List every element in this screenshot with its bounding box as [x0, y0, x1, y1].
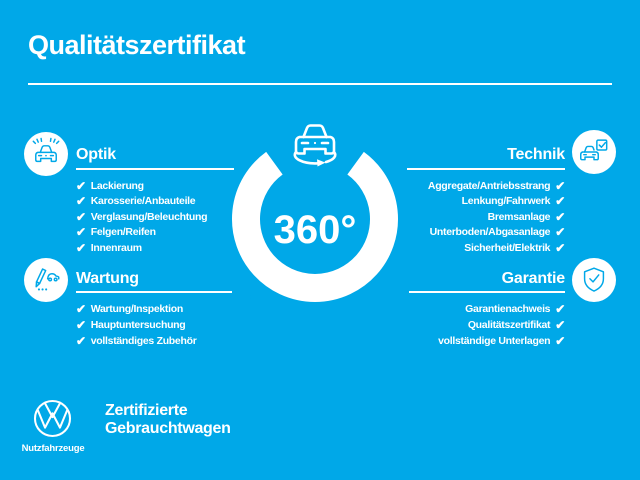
wartung-item-label: Wartung/Inspektion: [90, 303, 184, 315]
list-item: ✔ Lackierung: [76, 178, 207, 194]
list-item: Aggregate/Antriebsstrang ✔: [428, 178, 565, 194]
check-icon: ✔: [555, 194, 565, 209]
service-pen-car-icon: [35, 268, 60, 291]
list-item: ✔ Felgen/Reifen: [76, 225, 207, 241]
check-icon: ✔: [555, 225, 565, 240]
degrees-label: 360°: [273, 208, 357, 252]
technik-section-title: Technik: [507, 146, 565, 163]
check-icon: ✔: [76, 194, 86, 209]
check-icon: ✔: [76, 334, 86, 348]
check-icon: ✔: [76, 209, 86, 224]
tagline-line2: Gebrauchtwagen: [105, 420, 231, 437]
car-checklist-icon: [580, 139, 608, 161]
list-item: ✔ Innenraum: [76, 240, 207, 256]
garantie-item-label: Garantienachweis: [465, 303, 551, 315]
technik-item-label: Aggregate/Antriebsstrang: [427, 179, 551, 192]
list-item: Garantienachweis ✔: [438, 301, 565, 317]
wartung-badge: [24, 258, 68, 302]
wartung-item-label: Hauptuntersuchung: [90, 319, 186, 331]
page-title: Qualitätszertifikat: [28, 30, 246, 60]
optik-item-label: Felgen/Reifen: [90, 226, 156, 239]
vw-logo: [33, 399, 72, 438]
technik-underline: [407, 168, 565, 170]
optik-underline: [76, 168, 234, 170]
optik-list: ✔ Lackierung ✔ Karosserie/Anbauteile ✔ Verg…: [76, 178, 208, 256]
list-item: Lenkung/Fahrwerk ✔: [428, 194, 566, 210]
garantie-list: Garantienachweis ✔ Qualitätszertifikat ✔ v…: [438, 301, 565, 349]
technik-item-label: Bremsanlage: [487, 210, 551, 223]
wartung-item-label: vollständiges Zubehör: [90, 335, 197, 347]
technik-badge: [572, 130, 616, 174]
check-icon: ✔: [76, 302, 86, 316]
garantie-section-title: Garantie: [501, 270, 566, 287]
technik-item-label: Lenkung/Fahrwerk: [461, 195, 551, 208]
optik-section-title: Optik: [76, 146, 116, 163]
check-icon: ✔: [555, 209, 565, 224]
check-icon: ✔: [555, 318, 565, 332]
brand-sub-label: Nutzfahrzeuge: [21, 443, 85, 454]
list-item: ✔ vollständiges Zubehör: [76, 333, 197, 349]
check-icon: ✔: [76, 240, 86, 255]
list-item: Sicherheit/Elektrik ✔: [428, 240, 565, 256]
list-item: Qualitätszertifikat ✔: [438, 317, 565, 333]
car-360-rotation-icon: [293, 124, 337, 167]
check-icon: ✔: [76, 318, 86, 332]
garantie-item-label: Qualitätszertifikat: [467, 319, 551, 331]
list-item: ✔ Wartung/Inspektion: [76, 301, 196, 317]
check-icon: ✔: [555, 302, 565, 316]
tagline-line1: Zertifizierte: [105, 402, 188, 419]
list-item: vollständige Unterlagen ✔: [438, 333, 565, 349]
360-check-ring: Gebrauchtwagen-Check: [232, 151, 398, 309]
garantie-underline: [409, 291, 565, 293]
wartung-list: ✔ Wartung/Inspektion ✔ Hauptuntersuchung ✔…: [76, 301, 197, 349]
optik-item-label: Lackierung: [90, 179, 144, 192]
list-item: ✔ Hauptuntersuchung: [76, 317, 196, 333]
technik-item-label: Unterboden/Abgasanlage: [429, 226, 551, 239]
wartung-underline: [76, 291, 232, 293]
check-icon: ✔: [76, 178, 86, 193]
technik-list: Aggregate/Antriebsstrang ✔ Lenkung/Fahrwe…: [428, 178, 565, 256]
garantie-item-label: vollständige Unterlagen: [438, 335, 551, 347]
list-item: Unterboden/Abgasanlage ✔: [428, 225, 566, 241]
optik-item-label: Innenraum: [90, 241, 142, 254]
check-icon: ✔: [555, 240, 565, 255]
car-shine-icon: [32, 137, 60, 163]
check-icon: ✔: [555, 178, 565, 193]
garantie-badge: [572, 258, 616, 302]
technik-item-label: Sicherheit/Elektrik: [464, 241, 551, 254]
optik-item-label: Karosserie/Anbauteile: [90, 195, 196, 208]
list-item: ✔ Verglasung/Beleuchtung: [76, 209, 208, 225]
tagline: Zertifizierte Gebrauchtwagen: [105, 402, 231, 438]
optik-item-label: Verglasung/Beleuchtung: [90, 210, 208, 223]
list-item: ✔ Karosserie/Anbauteile: [76, 194, 207, 210]
title-divider: [28, 83, 612, 85]
optik-badge: [24, 132, 68, 176]
list-item: Bremsanlage ✔: [428, 209, 566, 225]
shield-check-icon: [583, 267, 605, 292]
wartung-section-title: Wartung: [76, 270, 139, 287]
check-icon: ✔: [76, 225, 86, 240]
check-icon: ✔: [555, 334, 565, 348]
